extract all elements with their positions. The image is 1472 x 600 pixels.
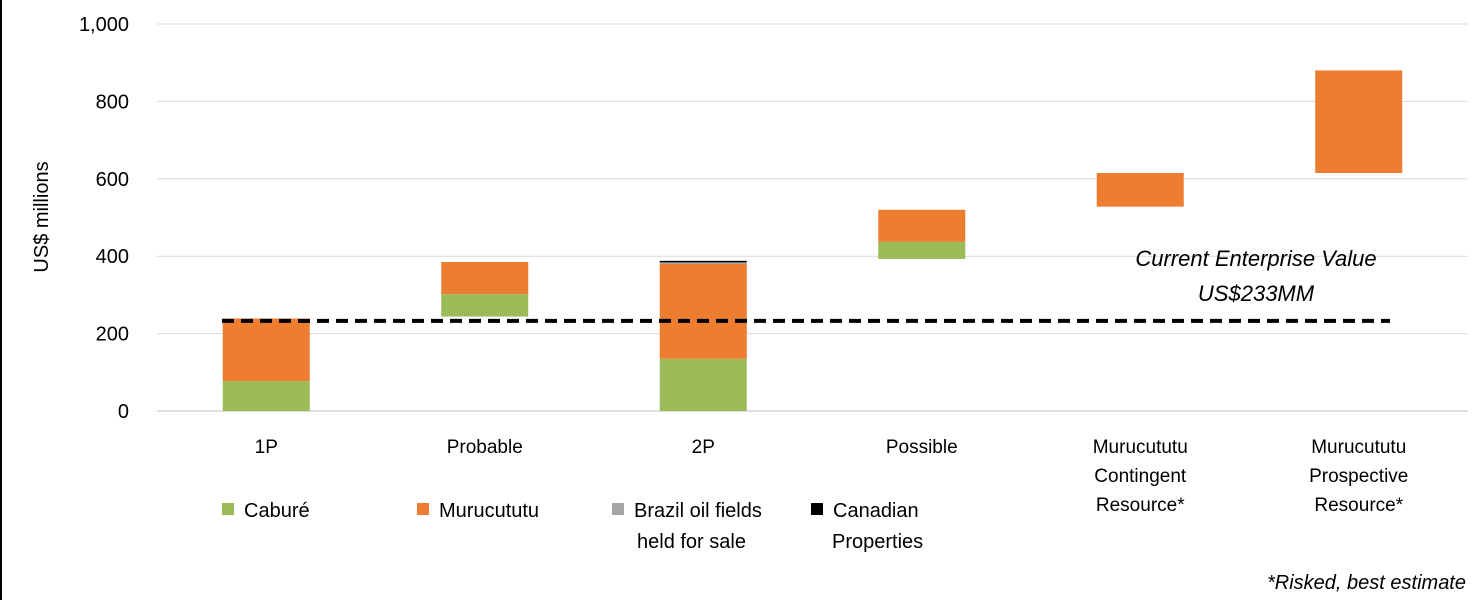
bar-segment	[441, 262, 529, 295]
x-category-label: 1P	[255, 437, 278, 458]
x-category-label: Probable	[447, 437, 523, 458]
y-tick-label: 800	[96, 91, 129, 113]
bar-segment	[1096, 172, 1184, 207]
y-axis-label: US$ millions	[31, 161, 53, 272]
bar-segment	[222, 318, 310, 382]
y-tick-label: 0	[118, 401, 129, 423]
bars	[222, 70, 1403, 411]
bar-segment	[1315, 70, 1403, 173]
bar-segment	[659, 262, 747, 264]
x-axis-category-labels: 1P Probable 2P Possible Murucututu Contingent…	[255, 437, 1409, 516]
legend-swatch	[417, 503, 429, 515]
bar-segment	[878, 209, 966, 242]
y-tick-label: 1,000	[79, 14, 129, 36]
legend-label: Murucututu	[439, 500, 539, 522]
legend-swatch	[811, 503, 823, 515]
legend-label: Caburé	[244, 500, 310, 522]
legend-label: Brazil oil fields held for sale	[634, 500, 762, 553]
legend-label: Canadian Properties	[832, 500, 923, 553]
bar-segment	[659, 260, 747, 263]
y-tick-label: 200	[96, 324, 129, 346]
bar-segment	[659, 263, 747, 359]
x-category-label: 2P	[692, 437, 715, 458]
legend-swatch	[612, 503, 624, 515]
bar-segment	[659, 358, 747, 411]
grid-lines	[157, 23, 1468, 412]
bar-segment	[441, 294, 529, 317]
y-axis-tick-labels: 0 200 400 600 800 1,000	[79, 14, 129, 423]
x-category-label: Murucututu Contingent Resource*	[1093, 437, 1188, 516]
y-tick-label: 400	[96, 246, 129, 268]
enterprise-value-reference: Current Enterprise Value US$233MM	[222, 246, 1390, 323]
bar-segment	[222, 381, 310, 411]
y-tick-label: 600	[96, 169, 129, 191]
x-category-label: Possible	[886, 437, 958, 458]
reference-line-label: Current Enterprise Value	[1135, 246, 1376, 271]
x-category-label: Murucututu Prospective Resource*	[1309, 437, 1408, 516]
reference-line-label: US$233MM	[1198, 281, 1315, 306]
footnote: *Risked, best estimate	[1267, 572, 1466, 594]
legend: Caburé Murucututu Brazil oil fields held fo…	[222, 500, 923, 553]
bar-segment	[878, 241, 966, 259]
legend-swatch	[222, 503, 234, 515]
